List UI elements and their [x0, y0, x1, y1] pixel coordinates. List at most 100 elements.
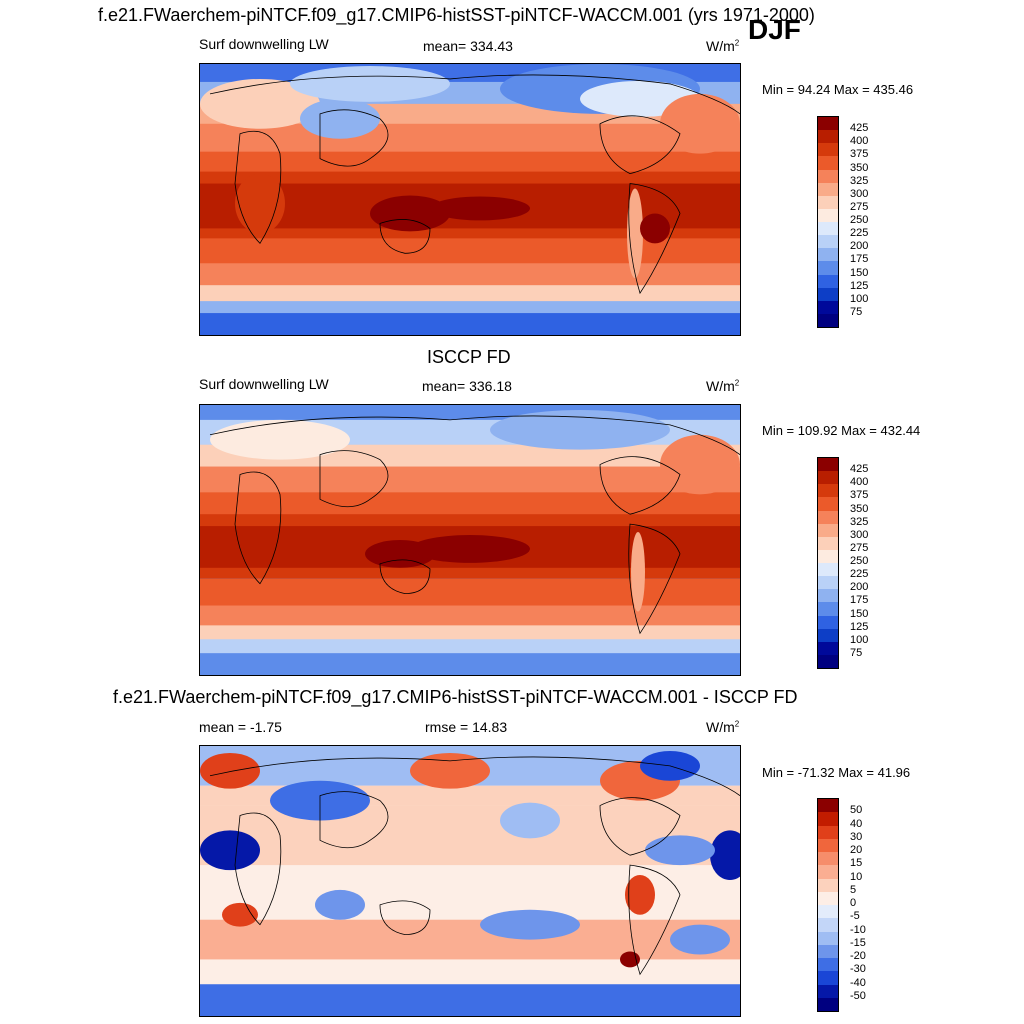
panel3-colorbar-swatch [818, 878, 838, 892]
panel3-colorbar-tick-label: -40 [850, 976, 866, 989]
panel3-colorbar-swatch [818, 958, 838, 972]
panel2-colorbar-swatch [818, 654, 838, 668]
panel1-colorbar-swatch [818, 156, 838, 170]
panel3-colorbar-swatch [818, 905, 838, 919]
season-label: DJF [748, 14, 801, 45]
panel1-colorbar-swatch [818, 248, 838, 262]
panel3-rmse: rmse = 14.83 [425, 719, 508, 735]
panel3-colorbar-swatch [818, 838, 838, 852]
panel3-mean: mean = -1.75 [199, 719, 282, 735]
panel1-map [199, 63, 741, 336]
panel3-colorbar-swatch [818, 812, 838, 826]
panel1-colorbar-swatch [818, 261, 838, 275]
panel2-colorbar-swatch [818, 458, 838, 472]
panel1-units-text: W/m [706, 38, 735, 54]
panel2-colorbar-tick-label: 375 [850, 489, 869, 502]
panel3-colorbar-tick-label: 20 [850, 844, 863, 856]
panel2-title: ISCCP FD [427, 347, 511, 367]
panel2-colorbar-tick-label: 100 [850, 633, 869, 646]
panel1-colorbar [817, 116, 839, 328]
panel2-colorbar-tick-label: 400 [850, 476, 869, 489]
panel3-colorbar-tick-label: -15 [850, 936, 866, 949]
panel3-units-sup: 2 [734, 719, 740, 729]
panel3-colorbar-tick-label: 5 [850, 883, 857, 896]
panel3-colorbar-swatch [818, 891, 838, 905]
panel1-units-sup: 2 [734, 38, 740, 48]
panel3-map-svg [200, 746, 740, 1016]
panel2-colorbar-tick-label: 75 [850, 646, 863, 659]
panel2-units: W/m2 [706, 378, 739, 394]
panel2-colorbar-tick-label: 150 [850, 607, 869, 620]
panel2-colorbar-tick-label: 275 [850, 541, 869, 554]
panel1-variable: Surf downwelling LW [199, 36, 329, 52]
panel3-title: f.e21.FWaerchem-piNTCF.f09_g17.CMIP6-his… [113, 687, 798, 707]
panel2-colorbar-tick-label: 325 [850, 515, 869, 528]
panel1-minmax: Min = 94.24 Max = 435.46 [762, 82, 914, 97]
panel2-units-text: W/m [706, 378, 735, 394]
panel2-variable: Surf downwelling LW [199, 376, 329, 392]
panel1-colorbar-tick-label: 425 [850, 122, 869, 135]
panel2-colorbar-swatch [818, 484, 838, 498]
panel2-colorbar-swatch [818, 589, 838, 603]
panel3-colorbar-tick-label: -30 [850, 963, 866, 976]
panel1-colorbar-tick-label: 250 [850, 214, 869, 226]
panel2-colorbar-tick-label: 425 [850, 463, 869, 476]
panel1-colorbar-swatch [818, 182, 838, 196]
panel3-colorbar-swatch [818, 799, 838, 813]
panel1-colorbar-tick-label: 375 [850, 148, 869, 161]
panel1-colorbar-swatch [818, 143, 838, 157]
panel1-colorbar-swatch [818, 313, 838, 327]
panel3-colorbar-tick-label: 40 [850, 817, 863, 830]
panel1-colorbar-tick-label: 200 [850, 240, 869, 253]
panel1-colorbar-tick-label: 300 [850, 187, 869, 200]
panel1-colorbar-swatch [818, 195, 838, 209]
panel1-colorbar-swatch [818, 235, 838, 249]
panel3-colorbar-tick-label: -10 [850, 923, 866, 936]
panel2-colorbar-swatch [818, 497, 838, 511]
panel3-colorbar [817, 798, 839, 1012]
panel3-colorbar-tick-label: 30 [850, 830, 863, 843]
panel1-title: f.e21.FWaerchem-piNTCF.f09_g17.CMIP6-his… [98, 5, 815, 25]
panel3-colorbar-swatch [818, 944, 838, 958]
panel2-mean: mean= 336.18 [422, 378, 512, 394]
panel3-colorbar-tick-label: 10 [850, 870, 863, 883]
panel1-colorbar-tick-label: 150 [850, 266, 869, 279]
panel2-colorbar [817, 457, 839, 669]
panel3-colorbar-tick-label: -5 [850, 910, 860, 923]
panel2-colorbar-tick-label: 225 [850, 568, 869, 581]
panel2-colorbar-swatch [818, 563, 838, 577]
panel3-colorbar-swatch [818, 971, 838, 985]
panel2-colorbar-swatch [818, 576, 838, 590]
panel1-colorbar-tick-label: 275 [850, 200, 869, 213]
panel2-colorbar-tick-label: 200 [850, 581, 869, 594]
panel3-colorbar-tick-label: 15 [850, 857, 863, 870]
panel3-colorbar-swatch [818, 918, 838, 932]
panel2-units-sup: 2 [734, 378, 740, 388]
panel1-colorbar-swatch [818, 130, 838, 144]
panel3-units: W/m2 [706, 719, 739, 735]
panel1-colorbar-swatch [818, 169, 838, 183]
panel3-colorbar-swatch [818, 865, 838, 879]
panel2-colorbar-swatch [818, 523, 838, 537]
panel2-colorbar-swatch [818, 471, 838, 485]
panel3-colorbar-tick-label: 0 [850, 897, 857, 909]
panel3-map [199, 745, 741, 1017]
panel3-units-text: W/m [706, 719, 735, 735]
panel2-colorbar-tick-label: 300 [850, 528, 869, 541]
panel1-colorbar-swatch [818, 300, 838, 314]
panel1-colorbar-tick-label: 100 [850, 292, 869, 305]
panel3-colorbar-swatch [818, 931, 838, 945]
panel2-colorbar-swatch [818, 602, 838, 616]
panel1-mean: mean= 334.43 [423, 38, 513, 54]
panel1-colorbar-swatch [818, 274, 838, 288]
panel2-colorbar-swatch [818, 628, 838, 642]
panel1-colorbar-tick-label: 325 [850, 174, 869, 187]
panel2-colorbar-swatch [818, 615, 838, 629]
panel3-colorbar-tick-label: -20 [850, 950, 866, 962]
panel1-colorbar-tick-label: 175 [850, 253, 869, 266]
panel3-colorbar-swatch [818, 984, 838, 998]
panel1-colorbar-tick-label: 125 [850, 279, 869, 292]
panel1-colorbar-swatch [818, 222, 838, 236]
panel2-colorbar-tick-label: 350 [850, 502, 869, 515]
panel1-colorbar-swatch [818, 287, 838, 301]
